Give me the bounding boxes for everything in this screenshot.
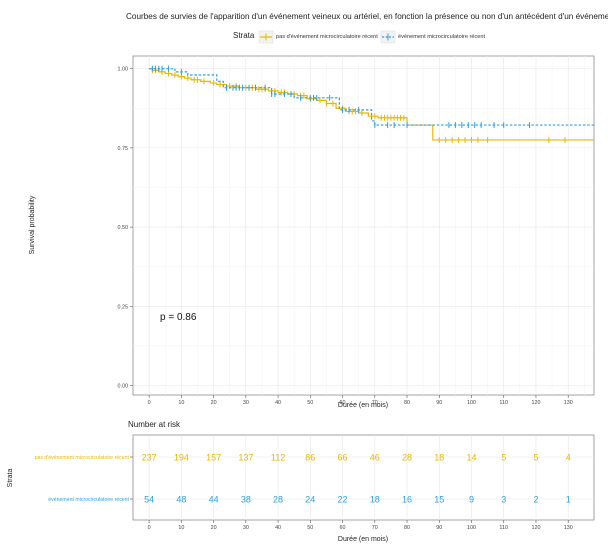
risk-row-label: événement microcirculatoire récent — [48, 497, 129, 503]
risk-value: 28 — [402, 453, 412, 463]
risk-x-tick-label: 130 — [564, 525, 573, 531]
risk-value: 46 — [370, 453, 380, 463]
y-tick-label: 0.75 — [118, 146, 129, 152]
risk-value: 1 — [566, 495, 571, 505]
risk-x-tick-label: 40 — [275, 525, 281, 531]
y-tick-label: 0.25 — [118, 304, 129, 310]
survival-curve-1 — [149, 68, 594, 126]
risk-x-tick-label: 30 — [243, 525, 249, 531]
risk-x-tick-label: 80 — [404, 525, 410, 531]
risk-row-label: pas d'événement microcirculatoire récent — [35, 455, 130, 461]
risk-x-tick-label: 90 — [436, 525, 442, 531]
risk-value: 18 — [370, 495, 380, 505]
risk-x-tick-label: 60 — [340, 525, 346, 531]
x-tick-label: 60 — [340, 400, 346, 406]
x-tick-label: 120 — [531, 400, 540, 406]
risk-x-tick-label: 50 — [307, 525, 313, 531]
risk-value: 5 — [501, 453, 506, 463]
risk-table-title: Number at risk — [128, 420, 181, 429]
y-tick-label: 0.00 — [118, 383, 129, 389]
risk-value: 14 — [466, 453, 476, 463]
x-tick-label: 80 — [404, 400, 410, 406]
risk-value: 4 — [566, 453, 571, 463]
legend-key-1 — [380, 30, 396, 44]
legend-label-1: événement microcirculatoire récent — [398, 34, 485, 40]
risk-value: 16 — [402, 495, 412, 505]
risk-value: 86 — [305, 453, 315, 463]
x-tick-label: 10 — [178, 400, 184, 406]
y-axis-label: Survival probability — [29, 195, 36, 254]
x-tick-label: 90 — [436, 400, 442, 406]
legend-title: Strata — [233, 31, 255, 40]
legend: Strata pas d'événement microcirculatoire… — [233, 30, 485, 44]
risk-x-tick-label: 120 — [531, 525, 540, 531]
risk-value: 237 — [142, 453, 157, 463]
x-tick-label: 130 — [564, 400, 573, 406]
risk-x-tick-label: 0 — [148, 525, 151, 531]
risk-value: 3 — [501, 495, 506, 505]
x-tick-label: 50 — [307, 400, 313, 406]
risk-value: 194 — [174, 453, 189, 463]
x-tick-label: 100 — [467, 400, 476, 406]
risk-x-tick-label: 70 — [372, 525, 378, 531]
legend-key-0 — [258, 30, 274, 44]
risk-x-tick-label: 10 — [178, 525, 184, 531]
y-tick-label: 0.50 — [118, 225, 129, 231]
risk-value: 5 — [533, 453, 538, 463]
risk-x-tick-label: 100 — [467, 525, 476, 531]
risk-value: 112 — [271, 453, 285, 463]
risk-value: 28 — [273, 495, 283, 505]
chart-title: Courbes de survies de l'apparition d'un … — [126, 12, 608, 21]
x-tick-label: 110 — [499, 400, 508, 406]
risk-value: 38 — [241, 495, 251, 505]
risk-value: 137 — [238, 453, 253, 463]
risk-value: 24 — [305, 495, 315, 505]
plot-panel: 0 10 20 30 40 50 60 70 80 90 100 110 120 130 0.00 0.25 0… — [118, 55, 595, 406]
risk-value: 157 — [206, 453, 221, 463]
x-axis-label: Durée (en mois) — [338, 402, 388, 409]
x-tick-label: 40 — [275, 400, 281, 406]
risk-value: 18 — [434, 453, 444, 463]
risk-table-y-title: Strata — [7, 469, 14, 488]
risk-table: Number at risk 0 10 20 30 40 50 60 70 80 90 100 110… — [7, 420, 595, 543]
x-tick-label: 70 — [372, 400, 378, 406]
risk-value: 44 — [209, 495, 219, 505]
risk-value: 66 — [338, 453, 348, 463]
legend-label-0: pas d'événement microcirculatoire récent — [276, 34, 378, 40]
x-tick-label: 30 — [243, 400, 249, 406]
risk-value: 22 — [338, 495, 348, 505]
risk-x-tick-label: 110 — [499, 525, 508, 531]
x-tick-label: 0 — [148, 400, 151, 406]
risk-table-x-label: Durée (en mois) — [338, 536, 388, 543]
y-tick-label: 1.00 — [118, 67, 129, 73]
p-value: p = 0.86 — [160, 312, 197, 323]
risk-value: 2 — [533, 495, 538, 505]
risk-value: 54 — [144, 495, 154, 505]
risk-value: 9 — [469, 495, 474, 505]
risk-value: 48 — [176, 495, 186, 505]
risk-value: 15 — [434, 495, 444, 505]
risk-x-tick-label: 20 — [211, 525, 217, 531]
x-tick-label: 20 — [211, 400, 217, 406]
